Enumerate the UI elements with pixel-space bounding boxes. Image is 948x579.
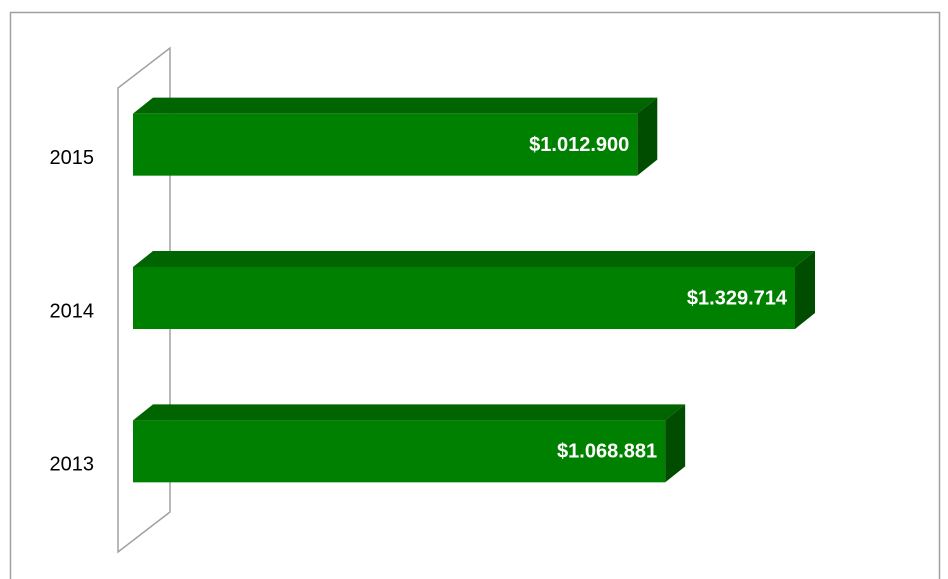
value-label: $1.068.881 [557, 441, 657, 463]
value-label: $1.012.900 [529, 134, 629, 156]
bar-top [133, 97, 658, 114]
bar-group [133, 404, 686, 483]
plot-area: $1.068.881 2013 $1.329.714 2014 $1.012.900 20… [50, 97, 816, 483]
bar-side [637, 97, 658, 176]
bar-top [133, 404, 686, 421]
y-tick-label: 2015 [50, 147, 95, 169]
chart-border [9, 11, 941, 579]
bar-group [133, 251, 816, 329]
bar-side [795, 251, 816, 329]
bar-top [133, 251, 816, 267]
value-label: $1.329.714 [687, 287, 788, 309]
y-tick-label: 2014 [50, 300, 95, 322]
bar [133, 420, 666, 483]
bar-side [665, 404, 686, 483]
y-tick-label: 2013 [50, 454, 95, 476]
bar-group [133, 97, 658, 176]
bar [133, 113, 638, 176]
bar [133, 267, 796, 329]
